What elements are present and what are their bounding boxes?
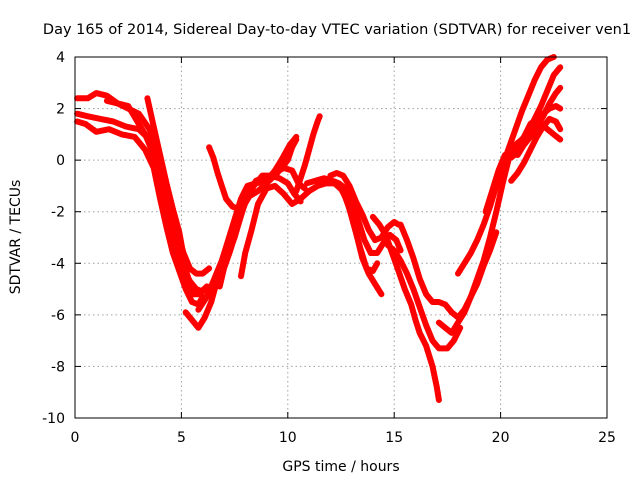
series-track-23 <box>531 121 564 143</box>
series-track-18 <box>435 64 564 336</box>
y-tick-label: 4 <box>56 50 65 66</box>
x-tick-labels: 0 5 10 15 20 25 <box>71 430 616 446</box>
y-tick-label: 0 <box>56 153 65 169</box>
series-track-1 <box>74 118 206 308</box>
data-series <box>74 54 564 403</box>
y-tick-label: -4 <box>51 256 65 272</box>
plot-frame <box>74 56 608 419</box>
series-track-21 <box>508 115 564 184</box>
x-axis-label: GPS time / hours <box>282 459 399 475</box>
axis-ticks <box>74 56 608 419</box>
y-tick-label: -6 <box>51 308 65 324</box>
series-track-14 <box>327 170 402 244</box>
series-track-16 <box>384 242 464 352</box>
x-tick-label: 0 <box>71 430 80 446</box>
series-track-7 <box>195 164 308 313</box>
y-tick-label: -8 <box>51 359 65 375</box>
x-tick-label: 15 <box>385 430 403 446</box>
y-axis-label: SDTVAR / TECUs <box>8 180 24 295</box>
series-track-9 <box>216 133 300 290</box>
x-tick-label: 20 <box>492 430 510 446</box>
y-tick-labels: -10 -8 -6 -4 -2 0 2 4 <box>42 50 65 427</box>
x-tick-label: 5 <box>177 430 186 446</box>
series-track-11 <box>293 113 323 195</box>
y-tick-label: -10 <box>42 411 65 427</box>
grid-lines <box>75 57 607 418</box>
y-tick-label: -2 <box>51 205 65 221</box>
series-track-13 <box>323 180 385 298</box>
y-tick-label: 2 <box>56 102 65 118</box>
x-tick-label: 25 <box>598 430 616 446</box>
x-tick-label: 10 <box>279 430 297 446</box>
chart-title: Day 165 of 2014, Sidereal Day-to-day VTE… <box>43 22 631 38</box>
series-track-15 <box>369 213 442 403</box>
series-track-5 <box>144 95 210 298</box>
